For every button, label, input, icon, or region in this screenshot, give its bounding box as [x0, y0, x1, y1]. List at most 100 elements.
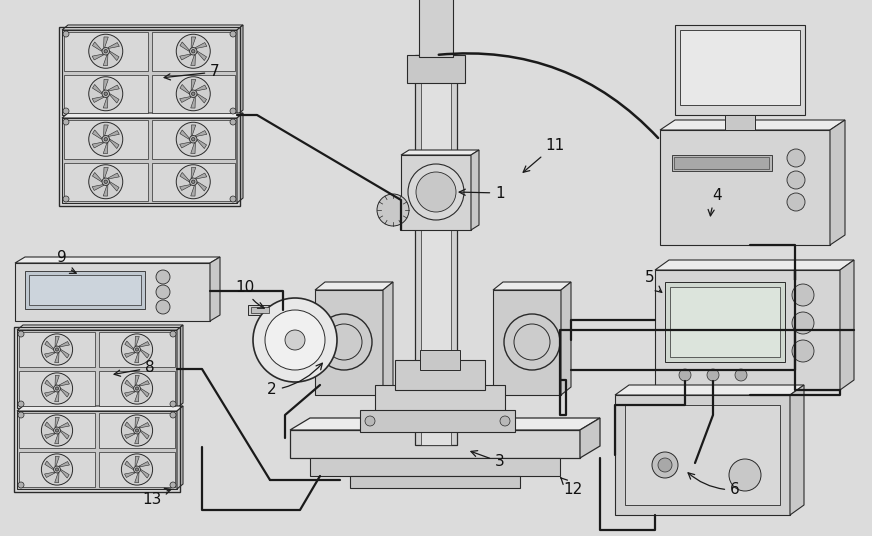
Polygon shape	[191, 167, 196, 178]
Bar	[17, 330, 177, 408]
Text: 8: 8	[114, 361, 155, 376]
Circle shape	[121, 415, 153, 446]
Polygon shape	[210, 257, 220, 321]
Polygon shape	[197, 182, 207, 191]
Circle shape	[56, 429, 58, 432]
Circle shape	[89, 34, 123, 68]
Polygon shape	[561, 282, 571, 395]
Polygon shape	[62, 25, 243, 30]
Polygon shape	[195, 42, 207, 48]
Bar	[395, 360, 485, 390]
Circle shape	[787, 149, 805, 167]
Bar	[655, 270, 840, 390]
Circle shape	[230, 196, 236, 202]
Polygon shape	[110, 94, 119, 103]
Bar	[680, 30, 800, 105]
Circle shape	[121, 373, 153, 404]
Bar	[421, 55, 451, 445]
Bar	[15, 263, 210, 321]
Bar	[251, 307, 269, 313]
Polygon shape	[44, 341, 53, 349]
Polygon shape	[140, 349, 149, 358]
Polygon shape	[44, 422, 53, 430]
Circle shape	[121, 454, 153, 485]
Circle shape	[707, 369, 719, 381]
Circle shape	[135, 429, 139, 432]
Bar	[152, 162, 235, 201]
Circle shape	[41, 373, 72, 404]
Circle shape	[135, 468, 139, 471]
Circle shape	[156, 270, 170, 284]
Circle shape	[365, 416, 375, 426]
Polygon shape	[615, 385, 804, 395]
Polygon shape	[139, 341, 149, 347]
Bar	[290, 430, 580, 458]
Circle shape	[104, 49, 107, 53]
Circle shape	[735, 369, 747, 381]
Circle shape	[176, 77, 210, 111]
Polygon shape	[44, 380, 53, 389]
Polygon shape	[195, 173, 207, 179]
Circle shape	[18, 482, 24, 488]
Circle shape	[41, 454, 72, 485]
Bar	[310, 458, 560, 476]
Polygon shape	[191, 143, 195, 154]
Bar	[420, 350, 460, 370]
Polygon shape	[59, 461, 70, 467]
Polygon shape	[790, 385, 804, 515]
Polygon shape	[134, 392, 139, 401]
Circle shape	[729, 459, 761, 491]
Circle shape	[63, 119, 69, 125]
Polygon shape	[139, 461, 149, 467]
Polygon shape	[61, 389, 69, 397]
Polygon shape	[59, 381, 70, 386]
Circle shape	[170, 331, 176, 337]
Circle shape	[170, 401, 176, 407]
Text: 11: 11	[523, 138, 565, 172]
Bar	[19, 452, 95, 487]
Bar	[152, 120, 235, 159]
Bar	[493, 290, 561, 395]
Circle shape	[121, 334, 153, 365]
Polygon shape	[110, 51, 119, 61]
Polygon shape	[197, 51, 207, 61]
Bar	[407, 55, 465, 83]
Bar	[29, 275, 141, 305]
Polygon shape	[197, 139, 207, 148]
Circle shape	[189, 178, 197, 185]
Bar	[350, 476, 520, 488]
Polygon shape	[92, 184, 104, 190]
Polygon shape	[104, 167, 108, 178]
Circle shape	[53, 427, 60, 434]
Circle shape	[176, 34, 210, 68]
Polygon shape	[134, 353, 139, 363]
Circle shape	[89, 122, 123, 157]
Polygon shape	[401, 150, 479, 155]
Polygon shape	[108, 42, 119, 48]
Polygon shape	[180, 142, 191, 148]
Bar	[64, 32, 147, 71]
Polygon shape	[135, 456, 140, 466]
Bar	[25, 271, 145, 309]
Circle shape	[133, 385, 140, 392]
Polygon shape	[103, 185, 108, 196]
Circle shape	[53, 385, 60, 392]
Bar	[152, 75, 235, 113]
Polygon shape	[290, 418, 600, 430]
Polygon shape	[55, 337, 59, 346]
Circle shape	[41, 415, 72, 446]
Polygon shape	[191, 125, 196, 136]
Polygon shape	[180, 173, 189, 182]
Bar	[665, 282, 785, 362]
Polygon shape	[103, 143, 108, 154]
Polygon shape	[139, 422, 149, 428]
Circle shape	[89, 165, 123, 199]
Circle shape	[792, 284, 814, 306]
Polygon shape	[62, 113, 243, 118]
Polygon shape	[103, 98, 108, 108]
Text: 3: 3	[471, 451, 505, 470]
Polygon shape	[17, 325, 183, 330]
Polygon shape	[237, 113, 243, 203]
Polygon shape	[125, 433, 135, 438]
Polygon shape	[139, 381, 149, 386]
